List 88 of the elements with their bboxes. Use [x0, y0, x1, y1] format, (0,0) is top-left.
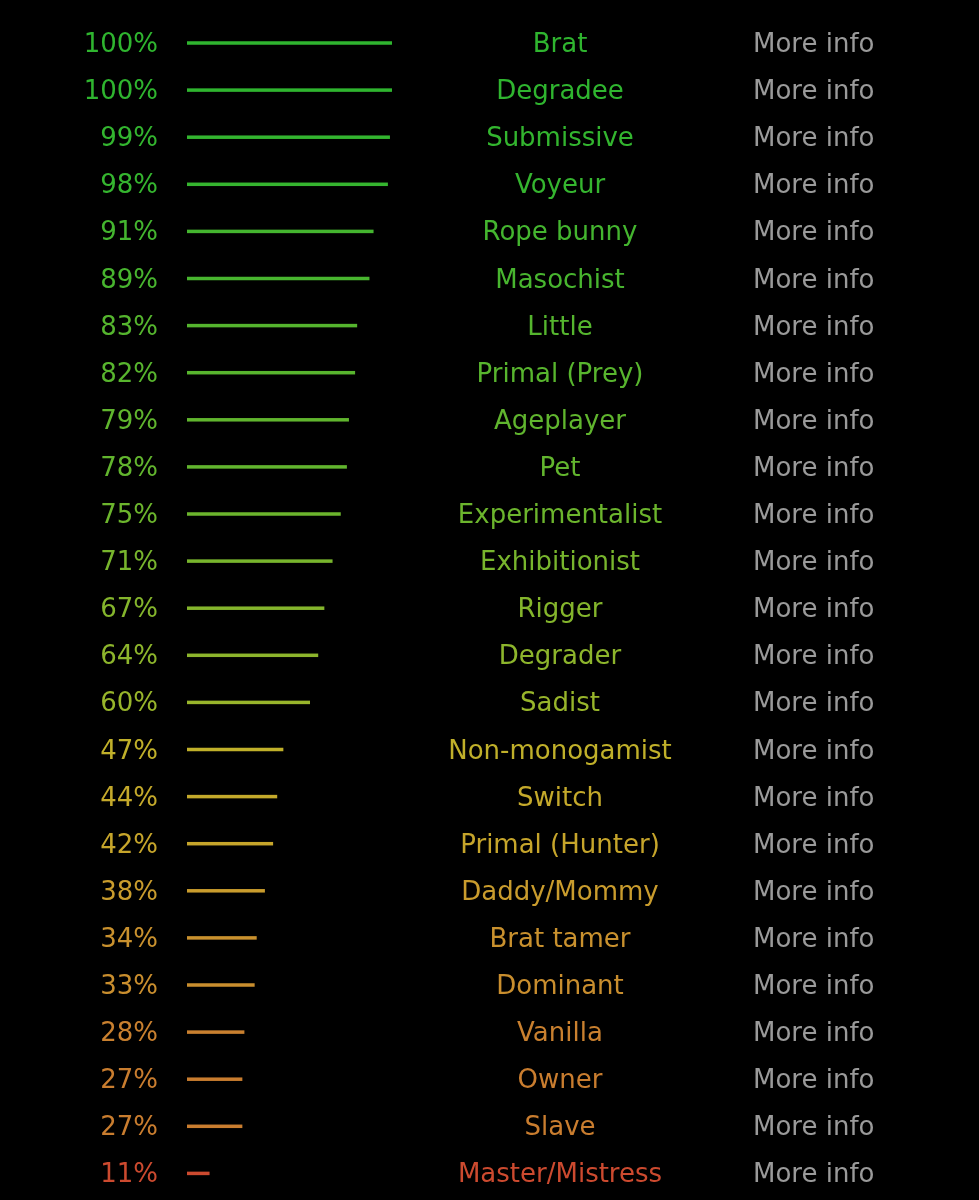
text: More info	[753, 828, 875, 859]
y-tick-label: Little	[527, 310, 593, 341]
data-label: 27%	[100, 1111, 158, 1142]
text: More info	[753, 922, 875, 953]
text: More info	[753, 122, 875, 153]
text: More info	[753, 404, 875, 435]
text: More info	[753, 1017, 875, 1048]
bar	[187, 559, 333, 563]
y-tick-label: Owner	[517, 1064, 603, 1095]
data-label: 79%	[100, 404, 158, 435]
bar	[187, 936, 257, 940]
bar	[187, 135, 390, 139]
y-tick-label: Vanilla	[517, 1017, 603, 1048]
data-label: 99%	[100, 122, 158, 153]
text: More info	[753, 499, 875, 529]
bar	[187, 606, 325, 610]
text: More info	[753, 451, 875, 482]
bar	[187, 88, 392, 92]
y-tick-label: Voyeur	[514, 169, 606, 200]
data-label: 42%	[100, 828, 158, 859]
data-label: 11%	[100, 1158, 158, 1189]
y-tick-label: Daddy/Mommy	[461, 875, 659, 906]
data-label: 64%	[100, 640, 158, 671]
y-tick-label: Ageplayer	[493, 404, 627, 435]
text: More info	[753, 875, 875, 906]
data-label: 91%	[100, 216, 158, 247]
data-label: 89%	[100, 263, 158, 294]
text: More info	[753, 28, 875, 58]
text: More info	[753, 1064, 875, 1095]
text: More info	[753, 216, 875, 247]
y-tick-label: Experimentalist	[457, 499, 663, 529]
data-label: 78%	[100, 451, 158, 482]
y-tick-label: Exhibitionist	[479, 546, 641, 577]
bar	[187, 1030, 245, 1034]
y-tick-label: Primal (Prey)	[476, 357, 644, 388]
data-label: 33%	[100, 970, 158, 1000]
y-tick-label: Brat	[532, 28, 588, 58]
y-tick-label: Sadist	[520, 687, 600, 718]
data-label: 100%	[83, 28, 158, 58]
y-tick-label: Dominant	[496, 970, 624, 1000]
data-label: 28%	[100, 1017, 158, 1048]
text: More info	[753, 75, 875, 106]
y-tick-label: Primal (Hunter)	[460, 828, 660, 859]
text: More info	[753, 781, 875, 812]
data-label: 67%	[100, 593, 158, 624]
data-label: 27%	[100, 1064, 158, 1095]
y-tick-label: Rigger	[517, 593, 603, 624]
text: More info	[753, 734, 875, 765]
data-label: 47%	[100, 734, 158, 765]
data-label: 71%	[100, 546, 158, 577]
text: More info	[753, 640, 875, 671]
bar	[187, 889, 265, 893]
y-tick-label: Non-monogamist	[448, 734, 672, 765]
data-label: 75%	[100, 499, 158, 529]
bar	[187, 983, 255, 987]
text: More info	[753, 263, 875, 294]
bar	[187, 41, 392, 45]
data-label: 34%	[100, 922, 158, 953]
text: More info	[753, 1111, 875, 1142]
text: More info	[753, 970, 875, 1000]
text: More info	[753, 357, 875, 388]
data-label: 44%	[100, 781, 158, 812]
y-tick-label: Masochist	[495, 263, 625, 294]
y-tick-label: Slave	[524, 1111, 596, 1142]
y-tick-label: Rope bunny	[482, 216, 638, 247]
bar	[187, 418, 349, 422]
bar	[187, 1077, 243, 1081]
text: More info	[753, 310, 875, 341]
text: More info	[753, 593, 875, 624]
data-label: 60%	[100, 687, 158, 718]
data-label: 100%	[83, 75, 158, 106]
y-tick-label: Switch	[517, 781, 603, 812]
data-label: 83%	[100, 310, 158, 341]
y-tick-label: Submissive	[486, 122, 634, 153]
y-tick-label: Master/Mistress	[457, 1158, 663, 1189]
bar	[187, 465, 347, 469]
y-tick-label: Brat tamer	[489, 922, 631, 953]
data-label: 98%	[100, 169, 158, 200]
y-tick-label: Degrader	[498, 640, 622, 671]
text: More info	[753, 169, 875, 200]
text: More info	[753, 1158, 875, 1189]
y-tick-label: Degradee	[496, 75, 624, 106]
y-tick-label: Pet	[539, 451, 581, 482]
data-label: 82%	[100, 357, 158, 388]
text: More info	[753, 546, 875, 577]
data-label: 38%	[100, 875, 158, 906]
bar	[187, 512, 341, 516]
text: More info	[753, 687, 875, 718]
